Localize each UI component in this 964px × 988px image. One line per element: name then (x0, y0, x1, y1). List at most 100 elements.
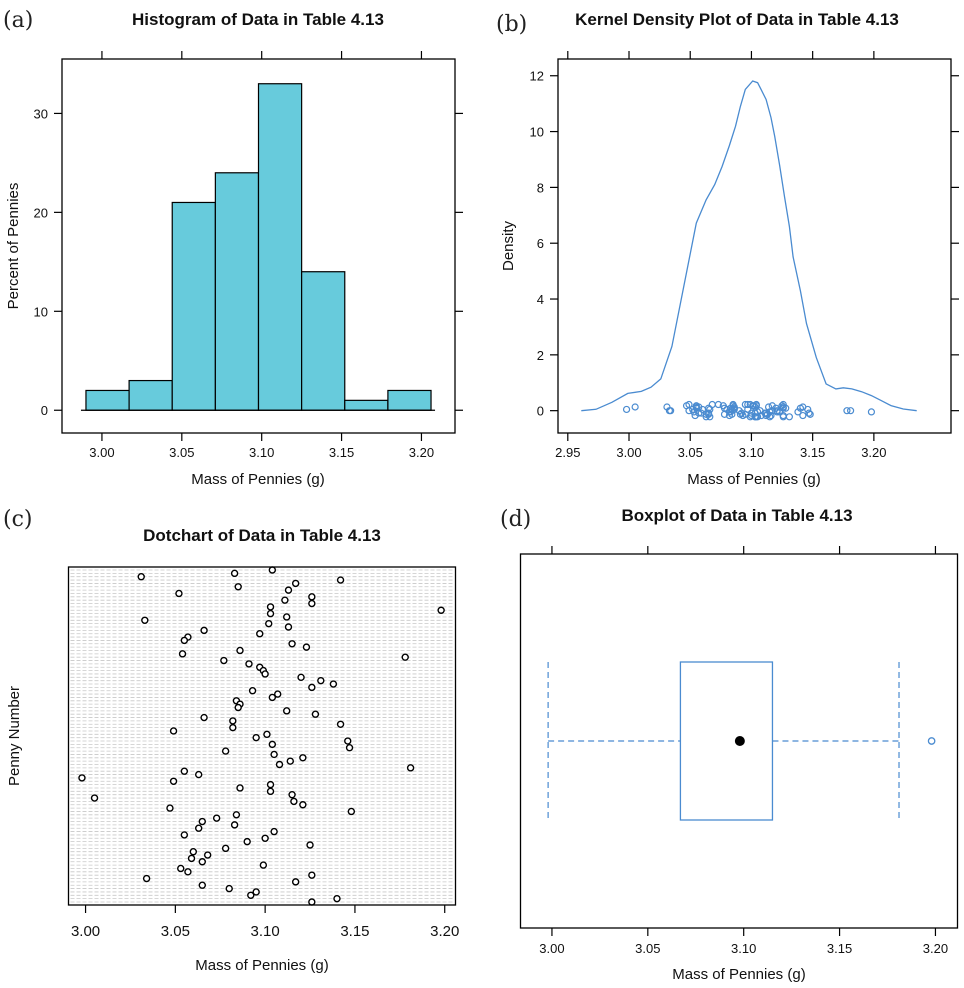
histogram-bar (257, 83, 303, 411)
rug-point (728, 405, 736, 414)
dotchart-y-label: Penny Number (6, 686, 23, 786)
dotchart-point (194, 824, 203, 832)
y-tick-label: 10 (34, 304, 48, 319)
rug-point (690, 408, 698, 416)
x-tick-label: 3.05 (635, 941, 660, 956)
histogram-bar (128, 379, 173, 411)
dotchart-point (286, 757, 294, 765)
y-tick-label: 12 (530, 69, 544, 84)
dotchart-point (275, 760, 284, 769)
dotchart-point (220, 656, 228, 665)
panel-density: (b) Kernel Density Plot of Data in Table… (496, 10, 959, 488)
x-tick-label: 3.00 (71, 923, 100, 940)
dotchart-point (308, 871, 316, 879)
panel-letter-b: (b) (496, 12, 527, 37)
rug-point (708, 400, 716, 409)
dotchart-point (180, 767, 189, 775)
dotchart-point (252, 733, 260, 742)
histogram-x-label: Mass of Pennies (g) (191, 471, 324, 488)
dotchart-point (236, 784, 244, 792)
density-rug-points (622, 400, 876, 421)
rug-point (773, 407, 781, 415)
dotchart-point (256, 630, 264, 638)
y-tick-label: 8 (537, 180, 544, 195)
dotchart-point (142, 874, 151, 883)
dotchart-point (175, 589, 183, 598)
rug-point (725, 411, 734, 420)
dotchart-point (248, 687, 257, 695)
median-dot (734, 736, 745, 746)
rug-point (764, 403, 773, 411)
dotchart-point (230, 569, 239, 578)
dotchart-point (247, 891, 255, 899)
rug-point (785, 413, 793, 421)
dotchart-point (406, 764, 415, 772)
x-tick-label: 3.10 (731, 941, 756, 956)
dotchart-point (266, 609, 275, 618)
rug-point (622, 405, 631, 414)
rug-point (796, 404, 805, 412)
dotchart-point (306, 841, 314, 849)
dotchart-point (288, 790, 296, 799)
dotchart-point (270, 827, 278, 836)
histogram-bar (214, 172, 260, 411)
rug-point (744, 400, 752, 409)
dotchart-point (187, 854, 196, 863)
dotchart-point (198, 858, 206, 866)
outlier-point (927, 737, 936, 745)
y-tick-label: 0 (41, 403, 48, 418)
dotchart-title: Dotchart of Data in Table 4.13 (143, 526, 381, 545)
dotchart-point (212, 814, 221, 822)
density-x-label: Mass of Pennies (g) (687, 471, 820, 488)
x-tick-label: 3.20 (861, 445, 886, 460)
panel-boxplot: (d) Boxplot of Data in Table 4.13 3.00 3.… (500, 506, 959, 983)
dotchart-point (265, 619, 273, 628)
dotchart-point (184, 868, 192, 876)
x-tick-label: 3.15 (827, 941, 852, 956)
dotchart-point (274, 690, 282, 698)
dotchart-point (308, 898, 316, 906)
x-tick-label: 3.15 (329, 445, 354, 460)
boxplot-x-label: Mass of Pennies (g) (672, 966, 805, 983)
rug-point (695, 403, 703, 411)
dotchart-point (189, 847, 198, 856)
rug-point (747, 411, 756, 420)
rug-point (767, 411, 775, 420)
rug-point (779, 413, 787, 421)
rug-point (727, 404, 735, 412)
density-y-axis: 0 2 4 6 8 10 12 (530, 69, 959, 419)
dotchart-point (281, 596, 289, 604)
dotchart-point (308, 599, 316, 608)
histogram-bars (85, 83, 432, 411)
dotchart-point (329, 680, 338, 688)
dotchart-point (333, 894, 341, 903)
x-tick-label: 3.05 (678, 445, 703, 460)
dotchart-point (245, 660, 253, 668)
x-tick-label: 3.10 (739, 445, 764, 460)
dotchart-point (401, 653, 409, 661)
y-tick-label: 10 (530, 125, 544, 140)
dotchart-point (344, 737, 352, 745)
histogram-bar (344, 399, 389, 411)
dotchart-point (230, 821, 239, 829)
histogram-y-axis: 0 10 20 30 (34, 106, 463, 418)
x-tick-label: 2.95 (555, 445, 580, 460)
x-tick-label: 3.15 (800, 445, 825, 460)
dotchart-point (243, 837, 251, 846)
dotchart-point (299, 754, 307, 762)
dotchart-point (200, 713, 208, 722)
dotchart-x-label: Mass of Pennies (g) (195, 957, 328, 974)
dotchart-point (299, 801, 307, 809)
histogram-bar (85, 389, 130, 411)
dotchart-point (261, 670, 269, 678)
histogram-frame (61, 58, 456, 434)
rug-point (682, 402, 691, 410)
rug-point (691, 411, 699, 420)
histogram-bar (171, 201, 216, 411)
dotchart-point (166, 804, 174, 812)
dotchart-point (282, 613, 291, 621)
density-curve (581, 80, 917, 412)
dotchart-point (266, 603, 275, 611)
dotchart-point (198, 881, 206, 889)
